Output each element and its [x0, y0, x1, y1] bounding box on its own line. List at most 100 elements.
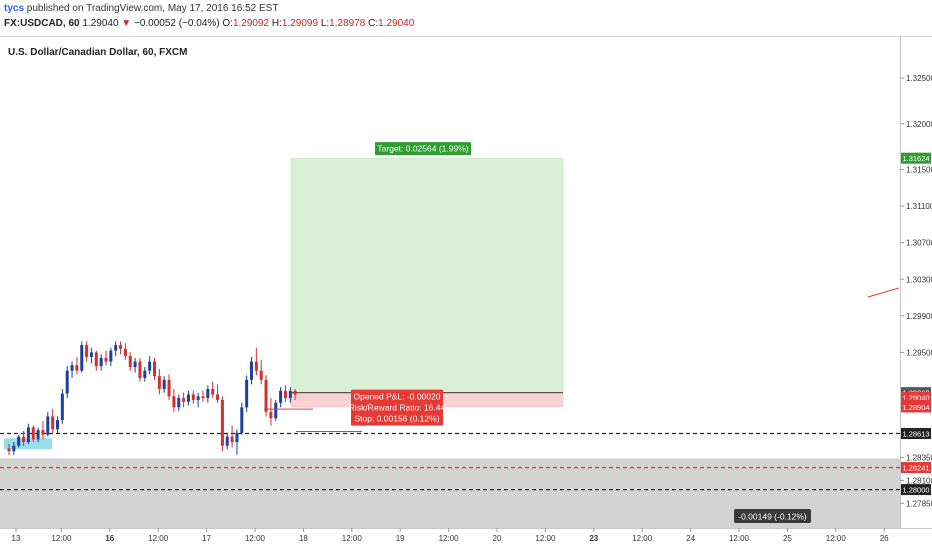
candle-body: [143, 370, 147, 379]
y-tick-label: 1.29500: [906, 348, 932, 357]
candle-body: [191, 394, 195, 400]
x-tick-label: 12:00: [535, 534, 556, 543]
x-tick-label: 25: [783, 534, 792, 543]
price-axis-label: 1.28904: [902, 403, 929, 412]
candle-body: [182, 398, 186, 402]
low-label: L:: [320, 18, 330, 29]
candle-body: [201, 396, 205, 399]
range-label: -0.00149 (-0.12%): [738, 512, 807, 522]
candle-body: [245, 379, 249, 408]
candle-body: [283, 390, 287, 399]
candle-body: [162, 379, 166, 389]
x-tick-label: 18: [299, 534, 308, 543]
candle-body: [17, 436, 21, 446]
x-tick-label: 12:00: [632, 534, 653, 543]
x-tick-label: 13: [12, 534, 21, 543]
y-tick-label: 1.29900: [906, 312, 932, 321]
x-tick-label: 12:00: [439, 534, 460, 543]
candle-body: [123, 348, 127, 357]
candle-body: [60, 393, 64, 421]
low-value: 1.28978: [329, 18, 366, 29]
candle-body: [269, 411, 273, 419]
candle-body: [157, 376, 161, 389]
target-zone[interactable]: [290, 157, 564, 393]
candle-body: [235, 432, 239, 443]
y-tick-label: 1.30300: [906, 275, 932, 284]
candle-body: [138, 361, 142, 379]
candle-body: [264, 379, 268, 412]
y-tick-label: 1.27850: [906, 499, 932, 508]
x-tick-label: 12:00: [342, 534, 363, 543]
candle-body: [293, 390, 297, 395]
candle-body: [65, 370, 69, 394]
trend-line[interactable]: [867, 287, 900, 298]
close-value: 1.29040: [378, 18, 415, 29]
x-tick-label: 12:00: [148, 534, 169, 543]
close-label: C:: [368, 18, 379, 29]
y-tick-label: 1.30700: [906, 239, 932, 248]
published-text: published on TradingView.com, May 17, 20…: [26, 3, 279, 14]
candle-body: [206, 388, 210, 399]
y-tick-label: 1.32000: [906, 120, 932, 129]
stop-label: Stop: 0.00156 (0.12%): [354, 414, 439, 424]
symbol-ohlc-line: FX:USDCAD, 60 1.29040 ▼ −0.00052 (−0.04%…: [4, 18, 414, 29]
x-tick-label: 24: [686, 534, 695, 543]
open-value: 1.29092: [232, 18, 270, 29]
y-tick-label: 1.28350: [906, 454, 932, 463]
publisher-name[interactable]: tycs: [4, 3, 25, 14]
high-value: 1.29099: [281, 18, 319, 29]
candle-body: [279, 390, 283, 403]
y-tick-label: 1.32500: [906, 74, 932, 83]
candle-body: [250, 361, 253, 380]
x-tick-label: 12:00: [729, 534, 750, 543]
price-axis-label-box: [901, 391, 931, 403]
price-axis-label-box: [901, 428, 931, 440]
position-info-box: [351, 389, 443, 426]
x-tick-label: 12:00: [245, 534, 266, 543]
price-axis-label-box: [901, 401, 931, 413]
publish-info: tycs published on TradingView.com, May 1…: [4, 3, 278, 14]
opened-pl-label: Opened P&L: -0.00020: [354, 392, 441, 402]
candle-body: [26, 427, 30, 443]
candle-body: [288, 390, 292, 399]
target-label-box: [375, 142, 471, 156]
x-tick-label: 26: [880, 534, 889, 543]
y-tick-label: 1.31100: [906, 202, 932, 211]
candle-body: [51, 416, 55, 430]
x-tick-label: 19: [396, 534, 405, 543]
x-tick-label: 16: [105, 534, 114, 543]
price-axis-label-box: [901, 462, 931, 474]
candle-body: [41, 430, 45, 435]
candle-body: [225, 436, 229, 446]
candle-body: [89, 352, 93, 357]
candle-body: [230, 436, 234, 443]
candle-body: [274, 402, 278, 419]
candle-body: [46, 416, 50, 435]
candle-body: [114, 345, 118, 351]
x-tick-label: 17: [202, 534, 211, 543]
last-price: 1.29040: [82, 18, 119, 29]
candle-body: [240, 407, 244, 433]
chart-title: U.S. Dollar/Canadian Dollar, 60, FXCM: [8, 47, 188, 58]
price-axis-label: 1.28613: [902, 430, 929, 439]
candle-body: [109, 350, 113, 362]
candle-body: [254, 361, 258, 371]
candle-body: [172, 396, 176, 408]
candle-body: [85, 345, 89, 357]
candle-body: [12, 445, 16, 452]
target-label: Target: 0.02564 (1.99%): [377, 144, 468, 154]
candle-body: [119, 345, 123, 349]
candle-body: [128, 356, 132, 368]
candle-body: [148, 361, 152, 371]
range-label-box: [734, 509, 811, 523]
open-label: O:: [222, 18, 233, 29]
candle-body: [259, 370, 263, 380]
price-axis-label: 1.28000: [902, 486, 929, 495]
candle-body: [177, 398, 181, 408]
candle-body: [75, 365, 79, 371]
candle-body: [167, 379, 171, 397]
candle-body: [94, 352, 98, 367]
chart-header: tycs published on TradingView.com, May 1…: [0, 0, 932, 36]
price-axis-label: 1.28241: [902, 464, 929, 473]
